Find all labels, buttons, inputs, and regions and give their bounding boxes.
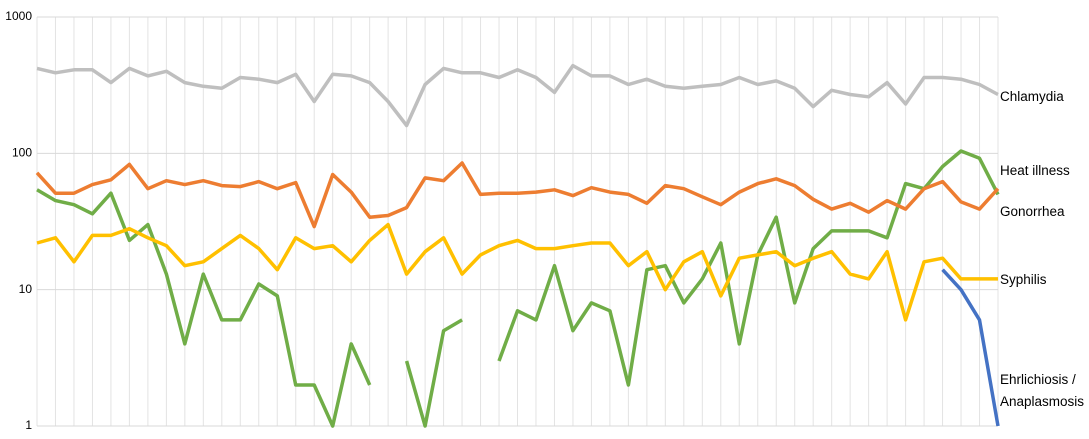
- series-label: Gonorrhea: [1000, 204, 1065, 219]
- series-line: [941, 268, 1000, 427]
- series-label: Ehrlichiosis / Anaplasmosis: [1000, 372, 1085, 409]
- series-line: [35, 161, 1000, 229]
- series-label: Chlamydia: [1000, 89, 1064, 104]
- series-line: [36, 222, 998, 322]
- y-tick-label: 1: [25, 418, 32, 432]
- y-tick-label: 1000: [5, 9, 32, 23]
- series-line: [36, 149, 1000, 428]
- series-label: Heat illness: [1000, 163, 1070, 178]
- y-tick-label: 10: [19, 282, 33, 296]
- series-label: Syphilis: [1000, 272, 1047, 287]
- series-line: [36, 63, 999, 128]
- y-tick-label: 100: [12, 146, 32, 160]
